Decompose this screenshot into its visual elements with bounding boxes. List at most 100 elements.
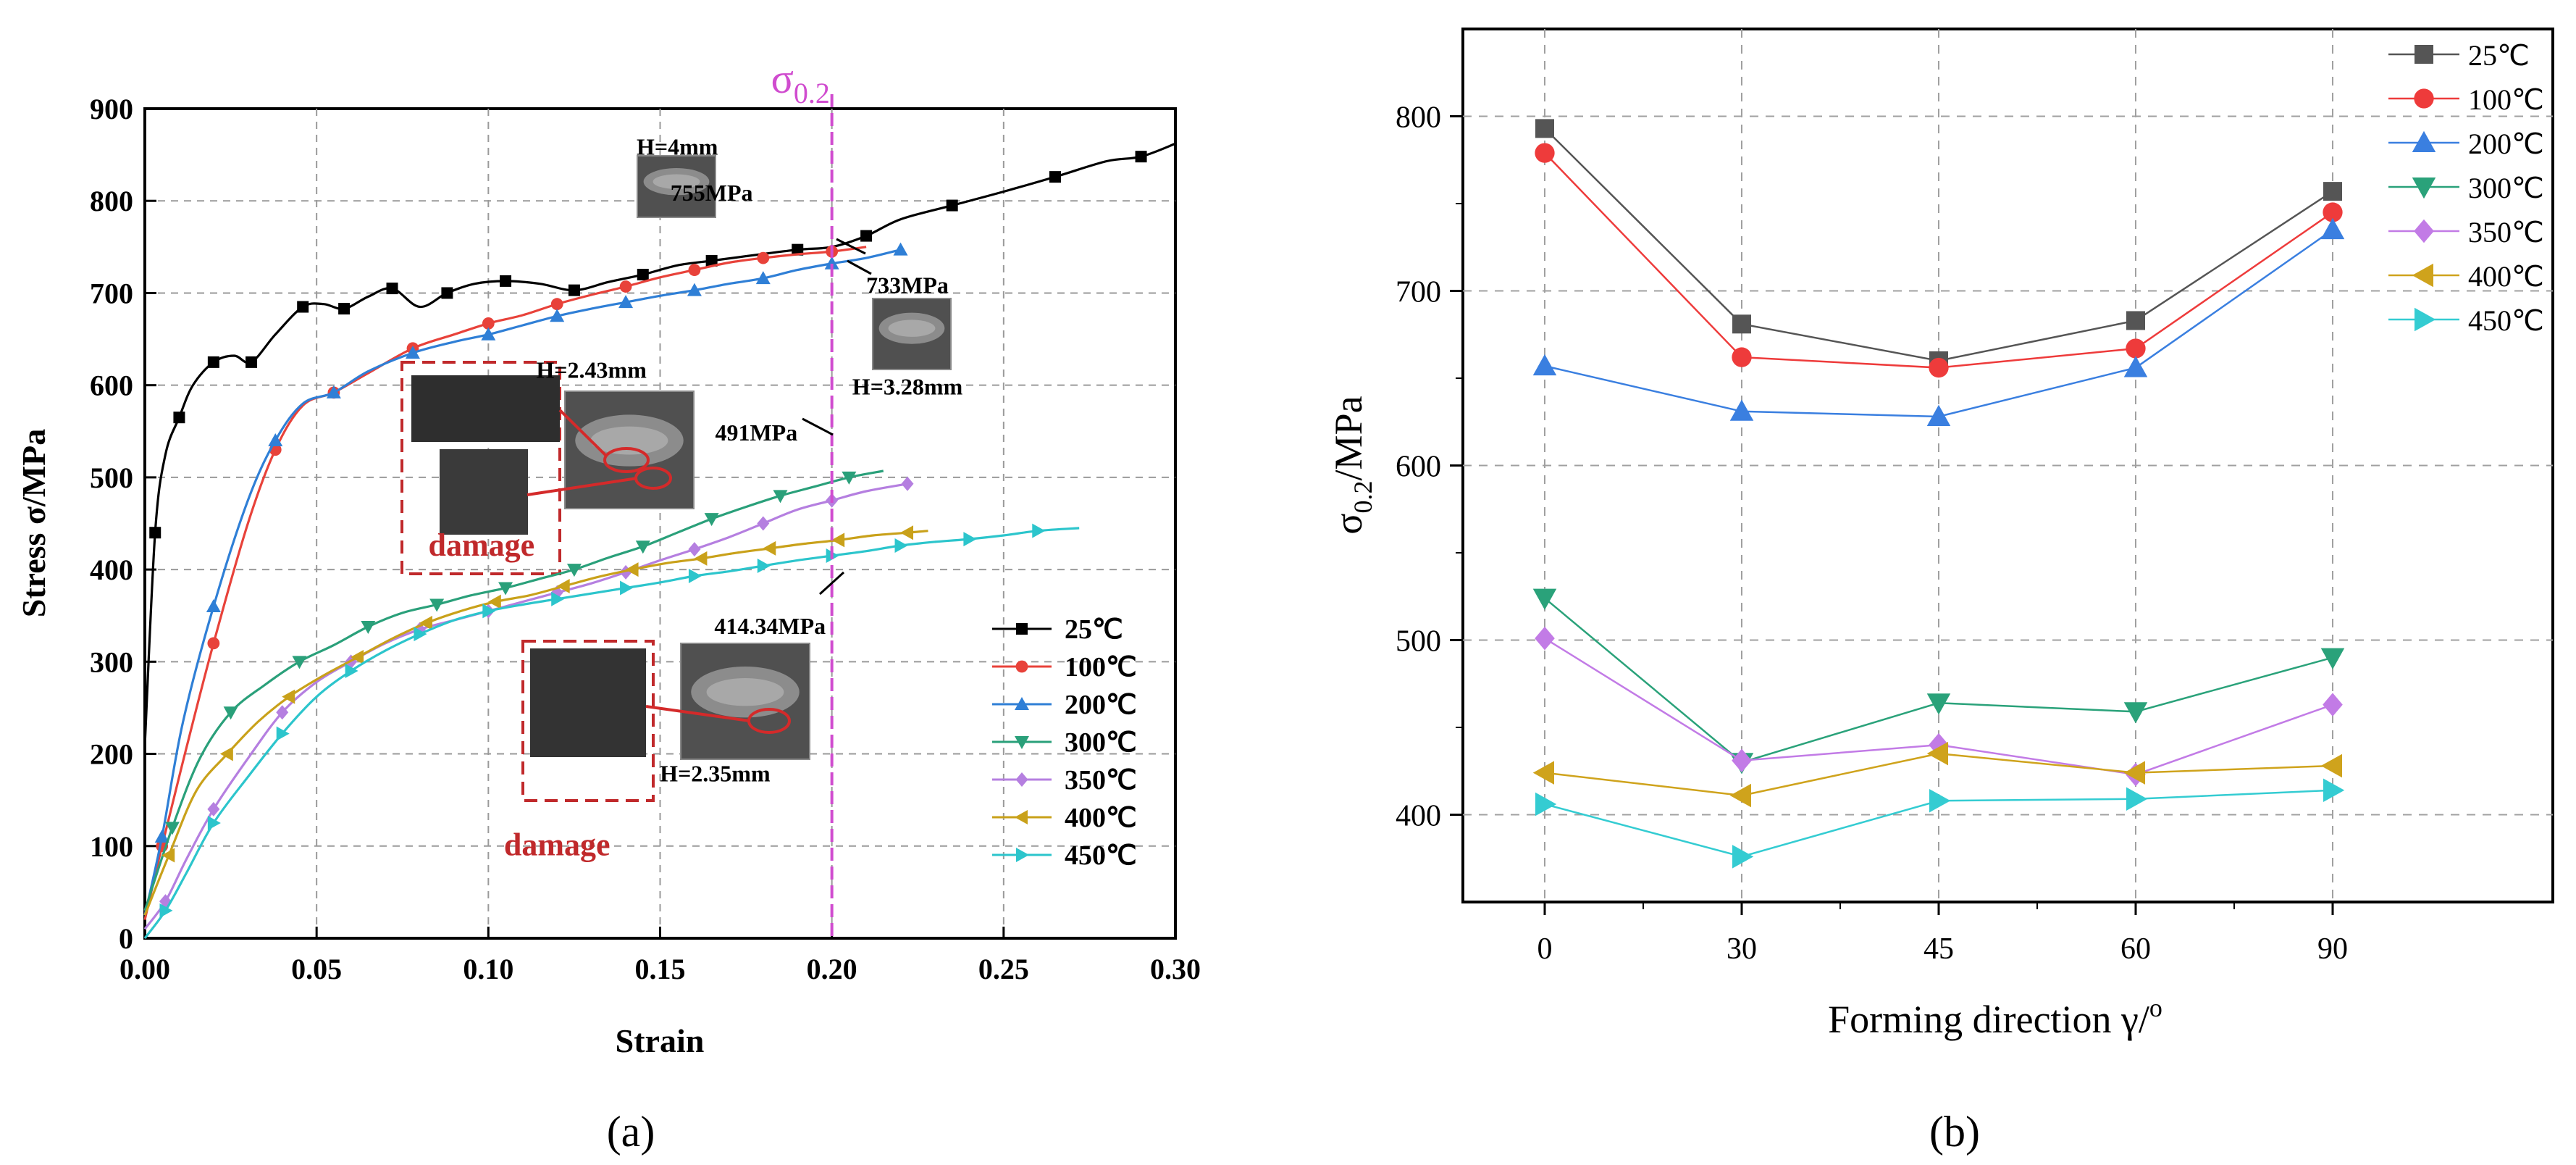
data-point-a-3 <box>164 822 180 835</box>
legend-label-a: 400℃ <box>1065 803 1137 833</box>
data-point-a-4 <box>207 801 220 817</box>
annotation-label: 414.34MPa <box>714 613 826 639</box>
data-point-b-6 <box>2323 778 2345 803</box>
annotation-label: 491MPa <box>715 419 797 446</box>
data-point-a-1 <box>688 264 701 277</box>
annotation-label: 733MPa <box>866 272 949 298</box>
y-tick-label-b: 600 <box>1396 451 1441 484</box>
data-point-b-5 <box>1532 761 1554 785</box>
panel-label-a: (a) <box>607 1108 655 1156</box>
data-point-a-2 <box>824 256 839 270</box>
legend-b: 25℃ 100℃ 200℃ 300℃ 350℃ 400℃ 450℃ <box>2388 39 2544 337</box>
panel-label-b: (b) <box>1929 1108 1980 1156</box>
y-axis-label-b-main: σ <box>1327 513 1370 534</box>
annotations-a: H=4mm 755MPa 733MPa H=3.28mm H=2.43mm 491MPa d… <box>429 134 963 863</box>
callout-414 <box>818 571 845 596</box>
data-point-a-0 <box>441 287 453 299</box>
data-point-a-3 <box>429 598 445 612</box>
legend-marker-a <box>1016 623 1028 635</box>
data-point-a-1 <box>207 637 220 650</box>
legend-a: 25℃ 100℃ 200℃ 300℃ 350℃ 400℃ 450℃ <box>992 614 1137 871</box>
y-axis-label-a: Stress σ/MPa <box>15 429 52 618</box>
data-point-a-6 <box>1032 523 1046 538</box>
data-point-a-0 <box>297 301 309 313</box>
data-point-b-6 <box>1929 788 1951 813</box>
data-point-a-6 <box>414 627 427 642</box>
legend-marker-a <box>1015 772 1028 787</box>
data-point-b-5 <box>1926 741 1948 766</box>
data-point-b-5 <box>2123 761 2145 785</box>
data-point-a-5 <box>900 525 914 540</box>
data-point-b-6 <box>2126 787 2148 811</box>
y-tick-label: 200 <box>90 738 133 771</box>
data-point-a-5 <box>351 649 364 664</box>
y-tick-label-b: 700 <box>1396 276 1441 309</box>
series-line-a-0 <box>143 142 1176 745</box>
data-point-a-0 <box>792 243 804 256</box>
x-tick-label: 0.30 <box>1150 953 1201 985</box>
legend-marker-b <box>2414 219 2434 243</box>
data-point-a-0 <box>946 199 958 212</box>
damage-link-1a <box>558 409 608 458</box>
data-point-a-6 <box>620 580 634 596</box>
data-point-a-3 <box>773 490 788 504</box>
data-point-b-3 <box>1926 693 1951 715</box>
specimen-photo-h328mm <box>872 298 952 370</box>
damage-closeup-1a <box>411 375 560 442</box>
data-point-b-0 <box>1535 119 1554 138</box>
data-point-a-3 <box>223 706 238 720</box>
sigma-0.2-label-main: σ <box>771 55 794 102</box>
x-tick-label-b: 90 <box>2317 932 2348 966</box>
legend-label-b: 100℃ <box>2468 83 2544 116</box>
series-b-2 <box>1532 217 2345 427</box>
data-point-b-1 <box>2323 202 2343 222</box>
sigma-0.2-label: σ0.2 <box>771 55 830 109</box>
data-point-a-0 <box>207 356 219 368</box>
legend-label-a: 200℃ <box>1065 690 1137 720</box>
data-point-a-5 <box>282 689 295 704</box>
data-point-a-5 <box>487 594 501 609</box>
legend-marker-a <box>1015 736 1029 749</box>
series-line-a-6 <box>143 527 1080 939</box>
data-point-a-0 <box>149 527 161 539</box>
legend-label-a: 300℃ <box>1065 727 1137 758</box>
x-tick-label-b: 60 <box>2120 932 2151 966</box>
series-a-5 <box>143 525 928 916</box>
data-point-b-0 <box>2126 311 2145 330</box>
data-point-a-3 <box>842 471 857 485</box>
legend-marker-b <box>2415 307 2436 332</box>
data-point-a-5 <box>161 848 175 863</box>
data-point-a-6 <box>688 569 702 584</box>
data-point-a-6 <box>159 903 173 918</box>
data-point-a-5 <box>556 579 570 594</box>
data-point-b-2 <box>1729 399 1754 421</box>
data-point-b-4 <box>1535 626 1555 651</box>
data-point-a-0 <box>1049 171 1061 183</box>
legend-label-a: 100℃ <box>1065 652 1137 682</box>
series-a-2 <box>143 242 908 916</box>
data-point-a-6 <box>894 538 908 554</box>
series-a-6 <box>143 523 1080 939</box>
data-point-a-4 <box>688 542 701 557</box>
data-point-a-4 <box>901 476 914 491</box>
data-point-a-2 <box>206 599 221 612</box>
y-axis-label-b-sub: 0.2 <box>1348 480 1377 513</box>
damage-label: damage <box>429 527 535 563</box>
data-point-b-2 <box>2123 356 2148 377</box>
data-point-b-1 <box>2126 338 2146 359</box>
data-point-b-2 <box>1926 404 1951 427</box>
specimen-photo-h243mm-highlight <box>590 426 668 455</box>
callout-491 <box>802 417 834 436</box>
data-point-a-2 <box>405 346 420 359</box>
damage-box-2 <box>521 640 655 802</box>
annotation-label: 755MPa <box>671 180 753 206</box>
data-point-a-2 <box>755 271 771 285</box>
legend-marker-a <box>1015 660 1028 673</box>
data-point-a-5 <box>763 540 776 556</box>
data-point-a-5 <box>625 562 639 577</box>
data-point-a-0 <box>386 283 398 295</box>
data-point-a-6 <box>482 604 496 619</box>
legend-marker-b <box>2412 263 2433 288</box>
x-axis-label-a: Strain <box>616 1022 705 1059</box>
